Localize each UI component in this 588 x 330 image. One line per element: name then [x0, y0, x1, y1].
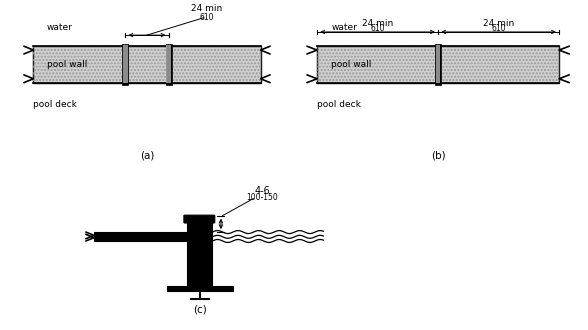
Text: 24 min: 24 min	[483, 19, 514, 28]
Text: pool wall: pool wall	[332, 60, 372, 69]
Text: 610: 610	[370, 24, 385, 33]
Text: pool deck: pool deck	[317, 100, 361, 109]
FancyBboxPatch shape	[184, 215, 215, 223]
Text: (a): (a)	[140, 150, 154, 160]
Bar	[188, 222, 212, 286]
Text: 610: 610	[199, 13, 214, 22]
Text: 100-150: 100-150	[246, 193, 278, 202]
Bar	[317, 46, 559, 82]
Bar	[166, 44, 172, 85]
Bar	[34, 46, 260, 82]
Text: water: water	[47, 23, 73, 32]
Text: pool wall: pool wall	[47, 60, 87, 69]
Bar	[436, 46, 440, 83]
Text: (c): (c)	[193, 305, 207, 315]
Text: 4-6: 4-6	[254, 186, 270, 196]
Bar	[123, 46, 128, 83]
Bar	[122, 44, 128, 85]
Text: (b): (b)	[431, 150, 445, 160]
Bar	[435, 44, 441, 85]
Text: 24 min: 24 min	[191, 4, 222, 13]
Bar	[317, 46, 559, 82]
Bar	[34, 46, 260, 82]
Bar	[167, 286, 233, 291]
Text: pool deck: pool deck	[34, 100, 77, 109]
Text: 610: 610	[492, 24, 506, 33]
Bar	[166, 46, 171, 83]
Text: pool deck: pool deck	[97, 232, 141, 241]
Text: water: water	[332, 23, 358, 32]
Text: 24 min: 24 min	[362, 19, 393, 28]
Bar	[94, 232, 188, 241]
